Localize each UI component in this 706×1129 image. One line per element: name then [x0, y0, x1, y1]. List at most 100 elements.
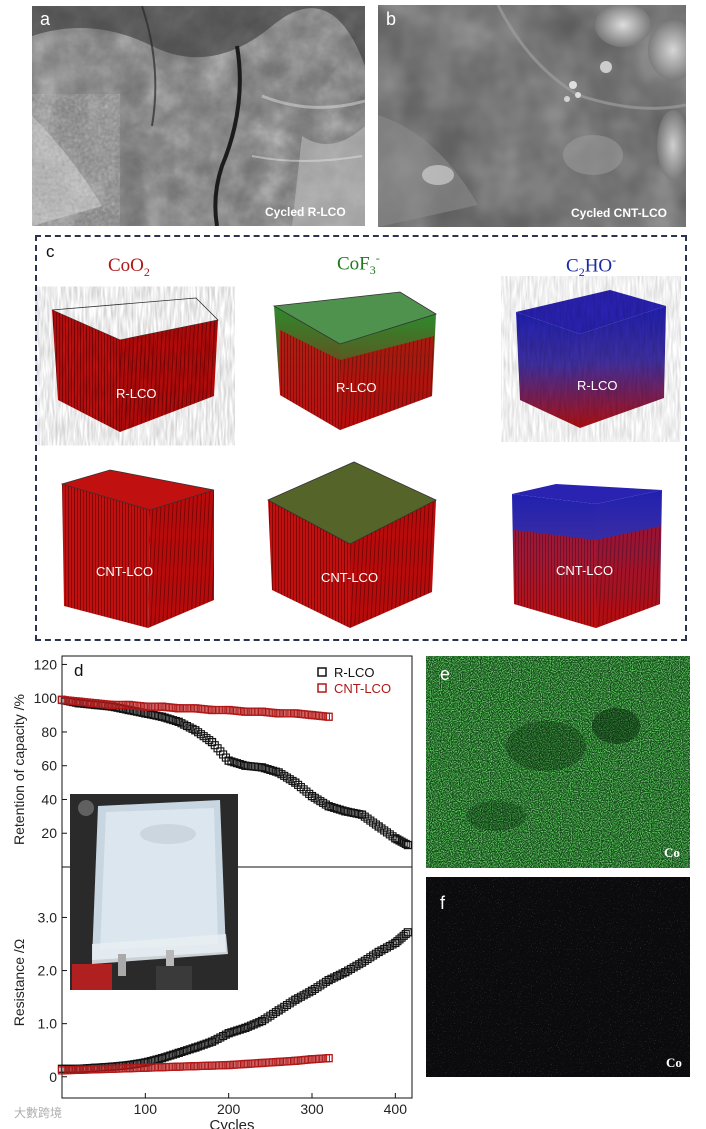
- bottom-r-lco-marker: [152, 1055, 161, 1064]
- bottom-r-lco-marker: [232, 1026, 242, 1035]
- bottom-y-tick-label-2: 2.0: [38, 963, 58, 979]
- top-r-lco-point-12: [257, 763, 267, 772]
- top-r-lco-marker: [180, 720, 189, 729]
- cube-coo2-r-lco: [51, 297, 219, 432]
- top-r-lco-marker: [169, 716, 178, 725]
- cube-label-r-lco-1: R-LCO: [116, 386, 157, 401]
- cube-label-r-lco-2: R-LCO: [336, 380, 377, 395]
- panel-letter-e: e: [440, 664, 451, 684]
- bottom-r-lco-marker: [202, 1039, 211, 1048]
- top-r-lco-marker: [271, 767, 280, 776]
- top-r-lco-marker: [296, 783, 305, 792]
- sem-image-cnt-lco: b Cycled CNT-LCO: [378, 5, 686, 227]
- bottom-r-lco-marker: [332, 972, 342, 981]
- bottom-r-lco-marker: [160, 1053, 169, 1062]
- sem-image-r-lco: a Cycled R-LCO: [32, 6, 365, 226]
- species-c2ho-title: C2HO-: [566, 253, 617, 280]
- bottom-r-lco-point-16: [324, 975, 333, 985]
- top-r-lco-marker: [327, 803, 336, 812]
- top-r-lco-marker: [335, 805, 344, 814]
- bottom-y-tick-label-1: 1.0: [38, 1016, 58, 1032]
- bottom-r-lco-marker: [401, 930, 410, 939]
- panel-letter-d: d: [74, 661, 83, 680]
- bottom-r-lco-point-9: [207, 1037, 217, 1046]
- pouch-cell-photo: [70, 794, 238, 990]
- sem-texture-a: [32, 6, 365, 226]
- species-coo2-title: CoO2: [108, 255, 150, 279]
- top-y-tick-label-0: 20: [41, 825, 57, 841]
- top-r-lco-marker: [266, 765, 275, 774]
- bottom-r-lco-marker: [205, 1038, 214, 1047]
- bottom-r-lco-marker: [216, 1033, 225, 1042]
- bottom-r-lco-marker: [194, 1042, 203, 1051]
- top-r-lco-point-10: [224, 756, 233, 765]
- bottom-r-lco-marker: [210, 1036, 219, 1045]
- top-r-lco-marker: [346, 808, 355, 817]
- bottom-r-lco-marker: [235, 1025, 244, 1034]
- top-r-lco-marker: [182, 722, 192, 731]
- bottom-r-lco-marker: [196, 1041, 205, 1050]
- top-r-lco-marker: [344, 807, 353, 816]
- bottom-r-lco-marker: [221, 1030, 230, 1039]
- top-r-lco-marker: [149, 711, 158, 720]
- top-r-lco-marker: [130, 707, 139, 716]
- caption-cycled-r-lco: Cycled R-LCO: [265, 205, 346, 219]
- bottom-y-axis-label: Resistance /Ω: [11, 939, 27, 1027]
- bottom-r-lco-marker: [244, 1022, 253, 1031]
- panel-letter-a: a: [40, 9, 51, 29]
- top-r-lco-point-21: [403, 840, 412, 850]
- top-r-lco-point-4: [124, 705, 133, 715]
- top-r-lco-marker: [152, 711, 161, 720]
- bottom-r-lco-marker: [249, 1020, 258, 1029]
- bottom-r-lco-marker: [230, 1027, 239, 1036]
- top-r-lco-marker: [332, 804, 342, 813]
- top-r-lco-marker: [163, 714, 172, 723]
- top-r-lco-marker: [260, 764, 269, 773]
- top-r-lco-marker: [227, 757, 236, 766]
- bottom-r-lco-marker: [199, 1040, 208, 1049]
- cube-label-cnt-lco-1: CNT-LCO: [96, 564, 154, 579]
- species-cof3-title: CoF3-: [337, 251, 380, 278]
- cube-cof3-r-lco: [272, 291, 437, 430]
- panel-c-box: [35, 235, 687, 641]
- top-r-lco-marker: [399, 838, 408, 847]
- panel-letter-f: f: [440, 893, 446, 913]
- bottom-r-lco-marker: [252, 1019, 261, 1028]
- top-r-lco-marker: [205, 736, 214, 745]
- top-r-lco-marker: [146, 710, 155, 719]
- chart-panel-d: 100 200 300 400 Cycles 20 40 60 80 100 120 Retentio…: [11, 655, 413, 1129]
- bottom-r-lco-marker: [213, 1034, 222, 1043]
- top-y-tick-label-2: 60: [41, 758, 57, 774]
- x-tick-label-3: 400: [384, 1101, 408, 1117]
- bottom-r-lco-marker: [155, 1054, 164, 1063]
- x-axis-label: Cycles: [209, 1117, 254, 1129]
- x-tick-label-2: 300: [300, 1101, 324, 1117]
- cube-label-r-lco-3: R-LCO: [577, 378, 618, 393]
- cube-cof3-cnt-lco: [267, 461, 437, 628]
- bottom-r-lco-marker: [177, 1047, 186, 1057]
- top-r-lco-marker: [177, 719, 186, 728]
- top-r-lco-marker: [321, 800, 330, 809]
- bottom-y-tick-label-0: 0: [49, 1069, 57, 1085]
- top-r-lco-marker: [166, 715, 175, 724]
- bottom-r-lco-marker: [166, 1051, 175, 1060]
- top-y-tick-label-1: 40: [41, 791, 57, 807]
- cube-label-cnt-lco-2: CNT-LCO: [321, 570, 379, 585]
- legend-marker-cnt-lco: [317, 683, 327, 693]
- bottom-r-lco-marker: [180, 1047, 189, 1056]
- bottom-r-lco-marker: [163, 1052, 172, 1061]
- legend-marker-r-lco: [317, 667, 327, 677]
- panel-letter-b: b: [386, 9, 397, 29]
- bottom-r-lco-marker: [335, 970, 344, 979]
- top-r-lco-marker: [269, 766, 278, 775]
- bottom-series-cnt-lco: [57, 1054, 333, 1075]
- element-label-f: Co: [666, 1055, 682, 1070]
- top-r-lco-marker: [263, 765, 272, 774]
- top-r-lco-marker: [230, 758, 239, 767]
- x-tick-label-0: 100: [134, 1101, 158, 1117]
- eds-map-co-green: e Co: [426, 656, 690, 868]
- bottom-r-lco-marker: [171, 1049, 180, 1058]
- bottom-r-lco-marker: [182, 1046, 192, 1055]
- bottom-r-lco-marker: [219, 1031, 228, 1041]
